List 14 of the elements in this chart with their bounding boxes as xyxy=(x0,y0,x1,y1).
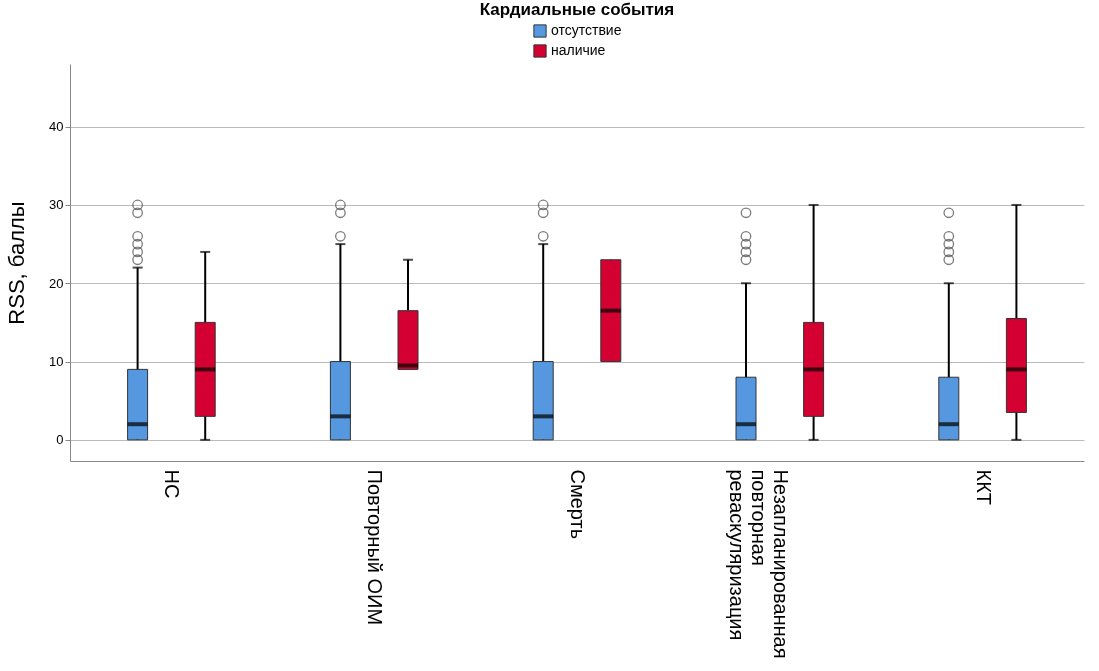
legend-label: отсутствие xyxy=(551,22,622,38)
y-tick-label: 30 xyxy=(49,197,64,213)
y-tick-label: 0 xyxy=(56,432,64,448)
x-tick-label: Повторный ОИМ xyxy=(364,469,387,626)
y-tick-label: 10 xyxy=(49,354,64,370)
x-tick-label: Незапланированная повторная реваскуляризация xyxy=(725,469,792,659)
y-axis-title: RSS, баллы xyxy=(4,201,30,325)
legend-title: Кардиальные события xyxy=(479,0,675,19)
y-tick-label: 20 xyxy=(49,275,64,291)
x-tick-label: Смерть xyxy=(567,469,589,540)
x-tick-label: ККТ xyxy=(972,469,995,506)
x-tick-label: НС xyxy=(161,469,184,499)
y-tick-label: 40 xyxy=(49,119,64,135)
legend-label: наличие xyxy=(551,42,606,58)
